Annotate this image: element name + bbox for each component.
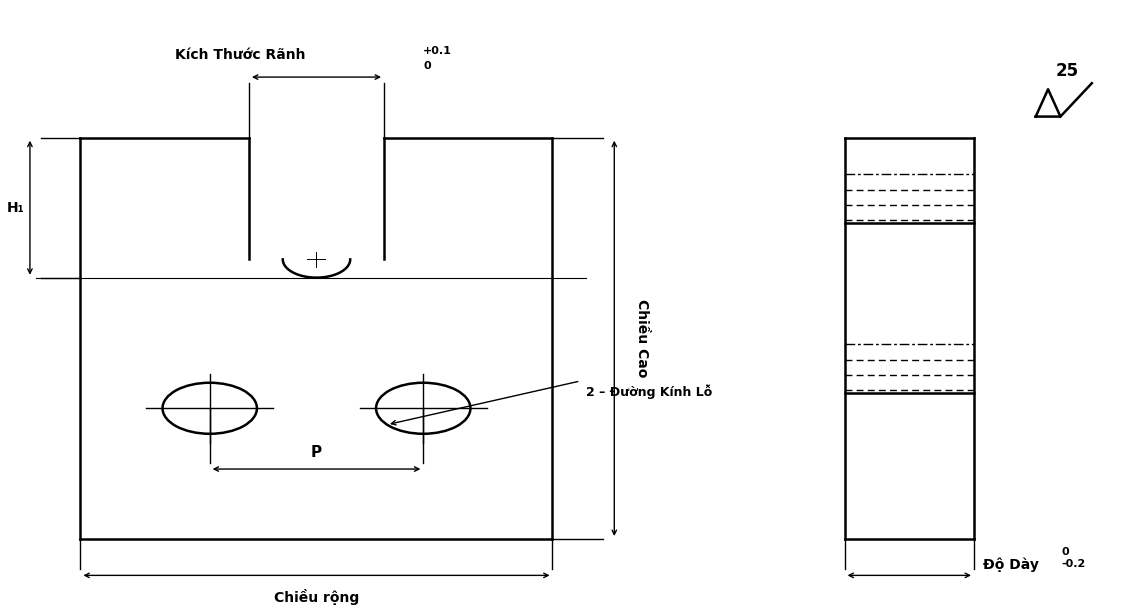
Text: Chiều Cao: Chiều Cao [634, 299, 648, 378]
Text: Độ Dày: Độ Dày [982, 557, 1038, 572]
Text: +0.1: +0.1 [423, 46, 452, 56]
Text: -0.2: -0.2 [1061, 559, 1086, 569]
Polygon shape [1036, 89, 1060, 116]
Text: H₁: H₁ [7, 201, 24, 215]
Text: Kích Thước Rãnh: Kích Thước Rãnh [175, 48, 306, 62]
Text: 0: 0 [1061, 547, 1069, 557]
Text: P: P [311, 445, 322, 460]
Text: 0: 0 [423, 61, 431, 71]
Text: 2 – Đường Kính Lỗ: 2 – Đường Kính Lỗ [586, 384, 712, 399]
Text: 25: 25 [1055, 62, 1079, 80]
Text: Chiều rộng: Chiều rộng [274, 589, 359, 605]
